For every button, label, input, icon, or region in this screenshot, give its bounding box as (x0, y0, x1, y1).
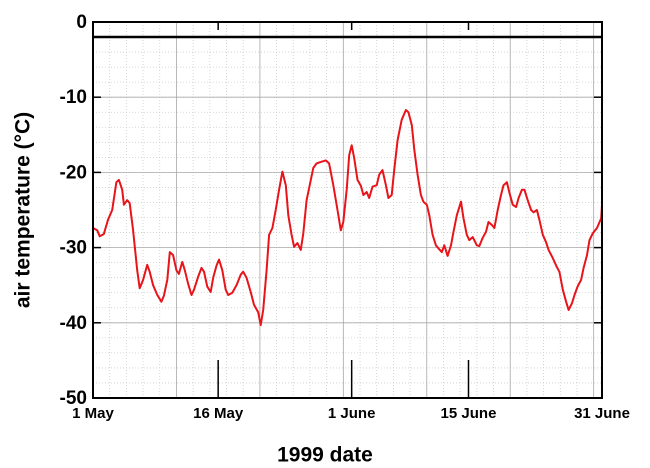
data-line (92, 109, 603, 327)
x-axis-label: 1999 date (277, 444, 373, 467)
x-tick-label: 16 May (193, 405, 244, 422)
y-tick-label: -50 (60, 388, 87, 409)
plot-frame (92, 21, 603, 399)
y-axis-label: air temperature (°C) (12, 112, 35, 308)
y-tick-label: -40 (60, 313, 87, 334)
y-tick-label: -10 (60, 87, 87, 108)
x-tick-label: 1 May (72, 405, 114, 422)
y-tick-label: 0 (76, 12, 87, 33)
y-tick-label: -30 (60, 238, 87, 259)
y-tick-label: -20 (60, 162, 87, 183)
x-tick-label: 1 June (328, 405, 376, 422)
x-tick-label: 31 June (574, 405, 630, 422)
x-tick-label: 15 June (441, 405, 497, 422)
